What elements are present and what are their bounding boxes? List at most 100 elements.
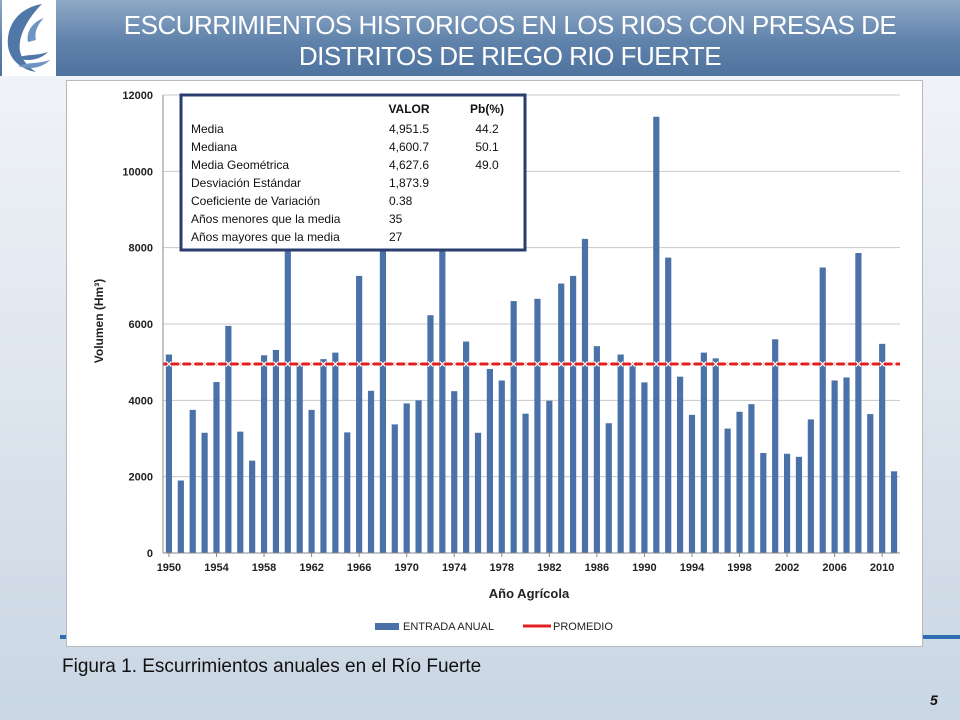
stats-table-border <box>179 93 527 252</box>
promedio-marker <box>451 361 458 367</box>
y-tick-label: 8000 <box>129 243 153 255</box>
promedio-marker <box>582 361 588 367</box>
logo <box>2 0 56 76</box>
stats-valor: 4,600.7 <box>389 140 429 154</box>
bar-1996 <box>712 358 719 553</box>
bar-1974 <box>451 391 458 553</box>
bar-1956 <box>237 431 244 553</box>
chart-container: 0 2000 4000 6000 8000 10000 12000 1950 1954 1958 1… <box>66 80 923 647</box>
y-tick-label: 10000 <box>122 166 153 178</box>
bar-1955 <box>225 325 232 553</box>
stats-pb: 50.1 <box>475 140 499 154</box>
title-line-2: DISTRITOS DE RIEGO RIO FUERTE <box>298 41 722 71</box>
bar-2003 <box>795 456 803 553</box>
bar-1954 <box>213 382 220 553</box>
promedio-marker <box>498 361 505 367</box>
bar-1991 <box>653 116 660 553</box>
promedio-marker <box>629 361 636 367</box>
promedio-marker <box>201 361 208 367</box>
bar-1962 <box>308 409 315 553</box>
promedio-marker <box>475 361 481 367</box>
promedio-marker <box>891 361 897 367</box>
legend-swatch-entrada <box>375 623 399 630</box>
bar-1971 <box>415 400 422 553</box>
promedio-marker <box>819 361 826 367</box>
axes: 0 2000 4000 6000 8000 10000 12000 1950 1954 1958 1… <box>122 90 900 574</box>
x-tick-label: 1990 <box>632 562 656 574</box>
bar-1960 <box>284 236 291 553</box>
x-tick-label: 1982 <box>537 562 561 574</box>
promedio-marker <box>665 361 672 367</box>
stats-valor: 0.38 <box>389 194 413 208</box>
x-tick-label: 1986 <box>585 562 609 574</box>
bar-1994 <box>688 414 696 553</box>
promedio-marker <box>546 361 553 367</box>
bar-1976 <box>474 432 482 553</box>
bar-1961 <box>296 364 303 553</box>
legend-label-entrada: ENTRADA ANUAL <box>403 621 494 633</box>
promedio-marker <box>784 361 790 367</box>
page-title: ESCURRIMIENTOS HISTORICOS EN LOS RIOS CO… <box>60 10 960 72</box>
promedio-marker <box>391 361 398 367</box>
bar-1980 <box>522 413 529 553</box>
legend: ENTRADA ANUAL PROMEDIO <box>375 621 613 633</box>
stats-pb: 49.0 <box>475 158 499 172</box>
bar-1968 <box>379 238 387 553</box>
promedio-marker <box>617 361 624 367</box>
promedio-marker <box>273 361 279 367</box>
bar-1963 <box>320 359 327 553</box>
x-tick-label: 1966 <box>347 562 371 574</box>
bar-1979 <box>510 301 517 553</box>
stats-valor: 4,627.6 <box>389 158 429 172</box>
bar-1953 <box>201 432 208 553</box>
promedio-marker <box>593 361 600 367</box>
promedio-marker <box>712 361 719 367</box>
promedio-marker <box>284 361 291 367</box>
y-tick-label: 12000 <box>122 90 153 102</box>
y-tick-label: 6000 <box>129 319 153 331</box>
stats-label: Desviación Estándar <box>191 176 301 190</box>
bar-2001 <box>772 339 779 553</box>
bar-1984 <box>570 275 577 553</box>
bar-1998 <box>736 411 743 553</box>
title-line-1: ESCURRIMIENTOS HISTORICOS EN LOS RIOS CO… <box>123 10 897 40</box>
promedio-marker <box>463 361 470 367</box>
promedio-marker <box>177 361 184 367</box>
promedio-marker <box>522 361 529 367</box>
promedio-marker <box>843 361 850 367</box>
bar-1970 <box>403 403 410 553</box>
bar-1986 <box>593 346 600 553</box>
x-tick-label: 2006 <box>822 562 846 574</box>
x-tick-label: 1958 <box>252 562 276 574</box>
bar-1978 <box>498 380 505 553</box>
page-number: 5 <box>930 692 938 708</box>
water-bird-logo-icon <box>7 4 50 72</box>
bar-1989 <box>629 364 636 553</box>
promedio-marker <box>249 361 256 367</box>
stats-valor: 27 <box>389 230 403 244</box>
bar-1964 <box>332 352 339 553</box>
bar-1988 <box>617 354 624 553</box>
promedio-marker <box>570 361 577 367</box>
stats-valor: 4,951.5 <box>389 122 429 136</box>
legend-label-promedio: PROMEDIO <box>553 621 613 633</box>
bar-1982 <box>546 400 553 553</box>
bar-1952 <box>189 409 196 553</box>
promedio-marker <box>879 361 886 367</box>
bar-chart: 0 2000 4000 6000 8000 10000 12000 1950 1954 1958 1… <box>92 90 900 633</box>
bar-2008 <box>855 253 862 553</box>
bar-1957 <box>249 460 256 553</box>
bar-2006 <box>831 380 838 553</box>
bar-1967 <box>367 390 375 553</box>
promedio-marker <box>641 361 648 367</box>
bar-1950 <box>165 354 173 553</box>
x-tick-label: 1994 <box>680 562 705 574</box>
bar-1999 <box>748 404 755 553</box>
stats-header-valor: VALOR <box>388 102 429 116</box>
x-tick-label: 2002 <box>775 562 799 574</box>
bar-1993 <box>676 376 684 553</box>
bar-2000 <box>760 453 767 553</box>
bar-1983 <box>558 283 565 553</box>
promedio-marker <box>736 361 743 367</box>
promedio-marker <box>855 361 862 367</box>
